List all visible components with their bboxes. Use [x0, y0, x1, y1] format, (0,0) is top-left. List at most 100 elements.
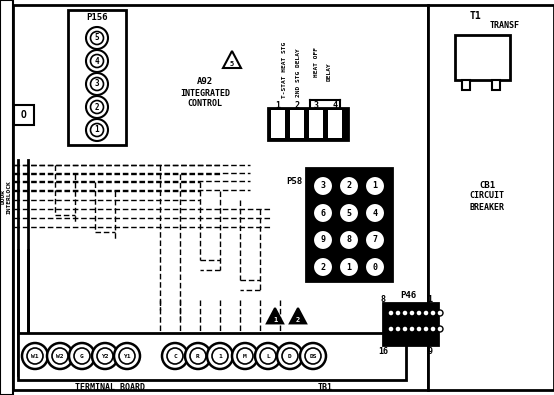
Circle shape — [47, 343, 73, 369]
Circle shape — [388, 326, 394, 332]
Circle shape — [86, 50, 108, 72]
Circle shape — [255, 343, 281, 369]
Circle shape — [90, 77, 104, 90]
Text: 1: 1 — [218, 354, 222, 359]
Bar — [492, 80, 500, 90]
Circle shape — [305, 348, 321, 364]
Text: 1: 1 — [275, 100, 280, 109]
Bar — [268, 108, 348, 140]
Circle shape — [313, 230, 333, 250]
Bar — [18, 333, 406, 380]
Circle shape — [339, 203, 359, 223]
Text: DOOR
INTERLOCK: DOOR INTERLOCK — [1, 180, 12, 214]
Circle shape — [365, 230, 385, 250]
Text: 1: 1 — [346, 263, 351, 271]
Circle shape — [409, 326, 415, 332]
Text: 16: 16 — [378, 348, 388, 357]
Circle shape — [232, 343, 258, 369]
Circle shape — [162, 343, 188, 369]
Circle shape — [97, 348, 113, 364]
Text: 3: 3 — [314, 100, 319, 109]
Text: G: G — [80, 354, 84, 359]
Bar — [290, 110, 304, 138]
Text: R: R — [196, 354, 200, 359]
Text: 2: 2 — [95, 102, 99, 111]
Circle shape — [395, 326, 401, 332]
Circle shape — [423, 310, 429, 316]
Text: TRANSF: TRANSF — [490, 21, 520, 30]
Circle shape — [114, 343, 140, 369]
Text: 2: 2 — [296, 317, 300, 323]
Circle shape — [300, 343, 326, 369]
Circle shape — [74, 348, 90, 364]
Text: C: C — [173, 354, 177, 359]
Circle shape — [423, 326, 429, 332]
Text: 8: 8 — [381, 295, 386, 305]
Circle shape — [90, 55, 104, 68]
Circle shape — [86, 96, 108, 118]
Bar — [383, 303, 438, 345]
Text: M: M — [243, 354, 247, 359]
Circle shape — [395, 310, 401, 316]
Polygon shape — [290, 308, 306, 324]
Circle shape — [437, 310, 443, 316]
Text: 0: 0 — [372, 263, 377, 271]
Circle shape — [416, 326, 422, 332]
Circle shape — [313, 176, 333, 196]
Circle shape — [92, 343, 118, 369]
Text: 6: 6 — [321, 209, 326, 218]
Text: 5: 5 — [230, 61, 234, 67]
Circle shape — [437, 326, 443, 332]
Bar — [68, 10, 126, 145]
Text: 4: 4 — [372, 209, 377, 218]
Circle shape — [339, 230, 359, 250]
Text: 5: 5 — [95, 34, 99, 43]
Text: 7: 7 — [372, 235, 377, 245]
Circle shape — [237, 348, 253, 364]
Bar — [306, 168, 392, 281]
Text: P58: P58 — [286, 177, 302, 186]
Circle shape — [402, 326, 408, 332]
Circle shape — [190, 348, 206, 364]
Text: 9: 9 — [321, 235, 326, 245]
Circle shape — [313, 203, 333, 223]
Text: T1: T1 — [470, 11, 482, 21]
Text: 3: 3 — [321, 181, 326, 190]
Bar — [328, 110, 342, 138]
Circle shape — [388, 310, 394, 316]
Text: 2: 2 — [346, 181, 351, 190]
Circle shape — [277, 343, 303, 369]
Text: D: D — [288, 354, 292, 359]
Circle shape — [282, 348, 298, 364]
Text: Y1: Y1 — [123, 354, 131, 359]
Circle shape — [185, 343, 211, 369]
Text: 2: 2 — [295, 100, 300, 109]
Bar — [455, 35, 510, 80]
Circle shape — [86, 119, 108, 141]
Circle shape — [90, 100, 104, 113]
Circle shape — [313, 257, 333, 277]
Text: P46: P46 — [400, 290, 416, 299]
Circle shape — [90, 32, 104, 45]
Text: T-STAT HEAT STG: T-STAT HEAT STG — [281, 42, 286, 98]
Circle shape — [430, 326, 436, 332]
Text: TB1: TB1 — [317, 384, 332, 393]
Circle shape — [339, 176, 359, 196]
Circle shape — [416, 310, 422, 316]
Text: DELAY: DELAY — [326, 63, 331, 81]
Text: 1: 1 — [372, 181, 377, 190]
Text: 2: 2 — [321, 263, 326, 271]
Text: 8: 8 — [346, 235, 351, 245]
Circle shape — [260, 348, 276, 364]
Text: L: L — [266, 354, 270, 359]
Circle shape — [365, 176, 385, 196]
Bar — [0, 0, 13, 395]
Polygon shape — [267, 308, 283, 324]
Text: TERMINAL BOARD: TERMINAL BOARD — [75, 384, 145, 393]
Circle shape — [90, 124, 104, 137]
Text: 4: 4 — [95, 56, 99, 66]
Circle shape — [207, 343, 233, 369]
Circle shape — [167, 348, 183, 364]
Bar — [13, 5, 428, 390]
Polygon shape — [223, 51, 241, 68]
